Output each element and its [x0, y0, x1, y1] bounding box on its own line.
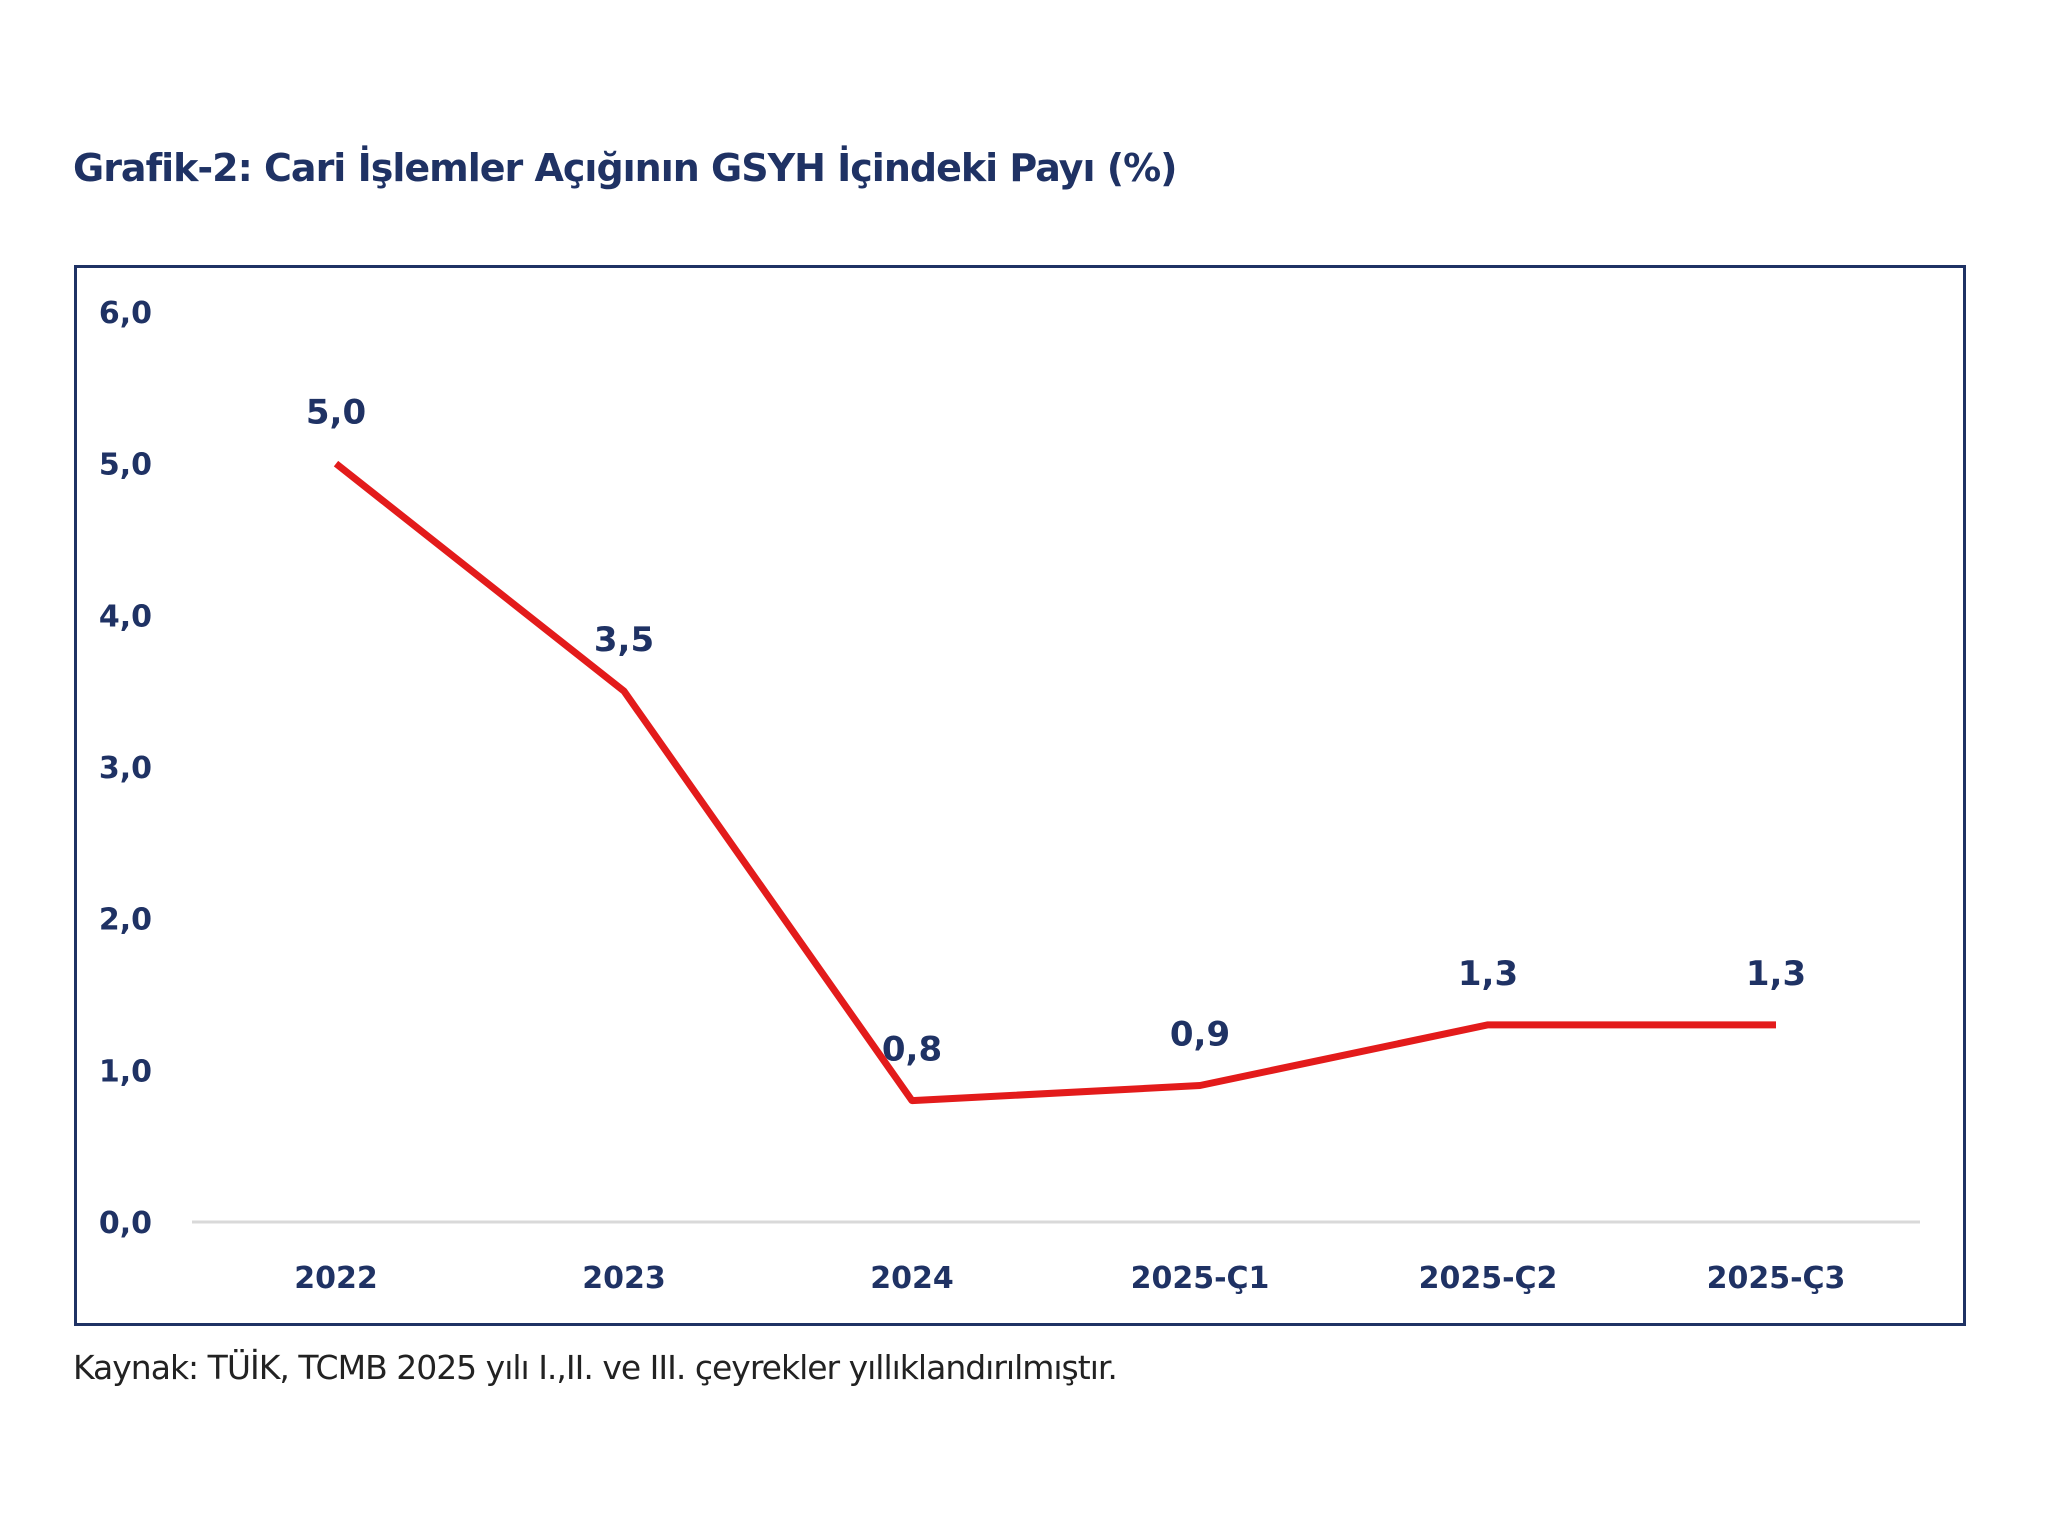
data-label: 1,3 [1458, 954, 1518, 994]
y-tick-label: 2,0 [99, 903, 152, 938]
data-label: 0,9 [1170, 1015, 1230, 1055]
y-tick-label: 0,0 [99, 1206, 152, 1241]
x-tick-label: 2022 [294, 1261, 378, 1296]
x-tick-label: 2025-Ç3 [1707, 1261, 1846, 1296]
x-tick-label: 2024 [870, 1261, 954, 1296]
y-tick-label: 5,0 [99, 448, 152, 483]
data-label: 5,0 [306, 393, 366, 433]
chart-frame [74, 265, 1966, 1326]
data-label: 3,5 [594, 620, 654, 660]
data-label: 1,3 [1746, 954, 1806, 994]
chart-title: Grafik-2: Cari İşlemler Açığının GSYH İç… [73, 146, 1178, 190]
y-tick-label: 1,0 [99, 1054, 152, 1089]
x-tick-label: 2023 [582, 1261, 666, 1296]
y-tick-label: 4,0 [99, 599, 152, 634]
y-tick-label: 6,0 [99, 296, 152, 331]
series-line [333, 460, 1776, 1105]
data-label: 0,8 [882, 1030, 942, 1070]
y-tick-label: 3,0 [99, 751, 152, 786]
x-tick-label: 2025-Ç2 [1419, 1261, 1558, 1296]
x-tick-label: 2025-Ç1 [1131, 1261, 1270, 1296]
source-note: Kaynak: TÜİK, TCMB 2025 yılı I.,II. ve I… [73, 1348, 1118, 1387]
